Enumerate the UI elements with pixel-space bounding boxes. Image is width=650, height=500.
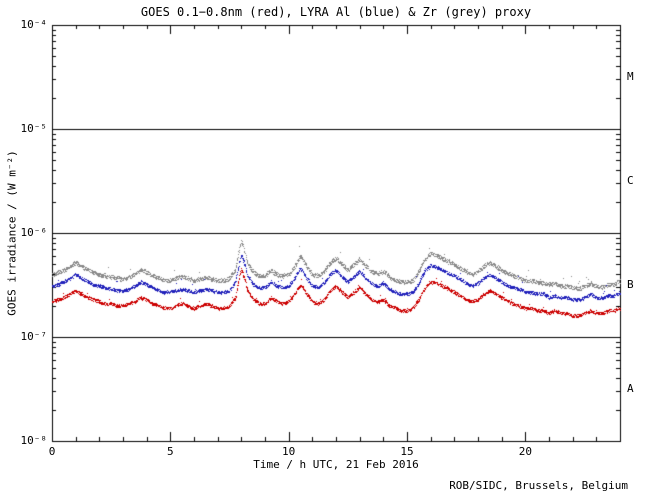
y-tick-label: 10⁻⁸	[20, 434, 48, 447]
x-tick-label: 10	[282, 445, 296, 458]
flare-class-label: A	[627, 382, 634, 395]
x-tick-label: 5	[167, 445, 174, 458]
x-axis-label: Time / h UTC, 21 Feb 2016	[253, 458, 419, 471]
chart-title: GOES 0.1−0.8nm (red), LYRA Al (blue) & Z…	[140, 5, 532, 19]
flare-class-label: M	[627, 70, 634, 83]
flare-class-label: B	[627, 278, 634, 291]
credit-text: ROB/SIDC, Brussels, Belgium	[449, 479, 628, 492]
y-tick-label: 10⁻⁶	[20, 226, 48, 239]
y-tick-label: 10⁻⁵	[20, 122, 48, 135]
flare-class-label: C	[627, 174, 634, 187]
y-tick-label: 10⁻⁷	[20, 330, 48, 343]
x-tick-label: 0	[48, 445, 56, 458]
y-tick-label: 10⁻⁴	[20, 18, 48, 31]
x-tick-label: 15	[400, 445, 414, 458]
x-tick-label: 20	[518, 445, 532, 458]
